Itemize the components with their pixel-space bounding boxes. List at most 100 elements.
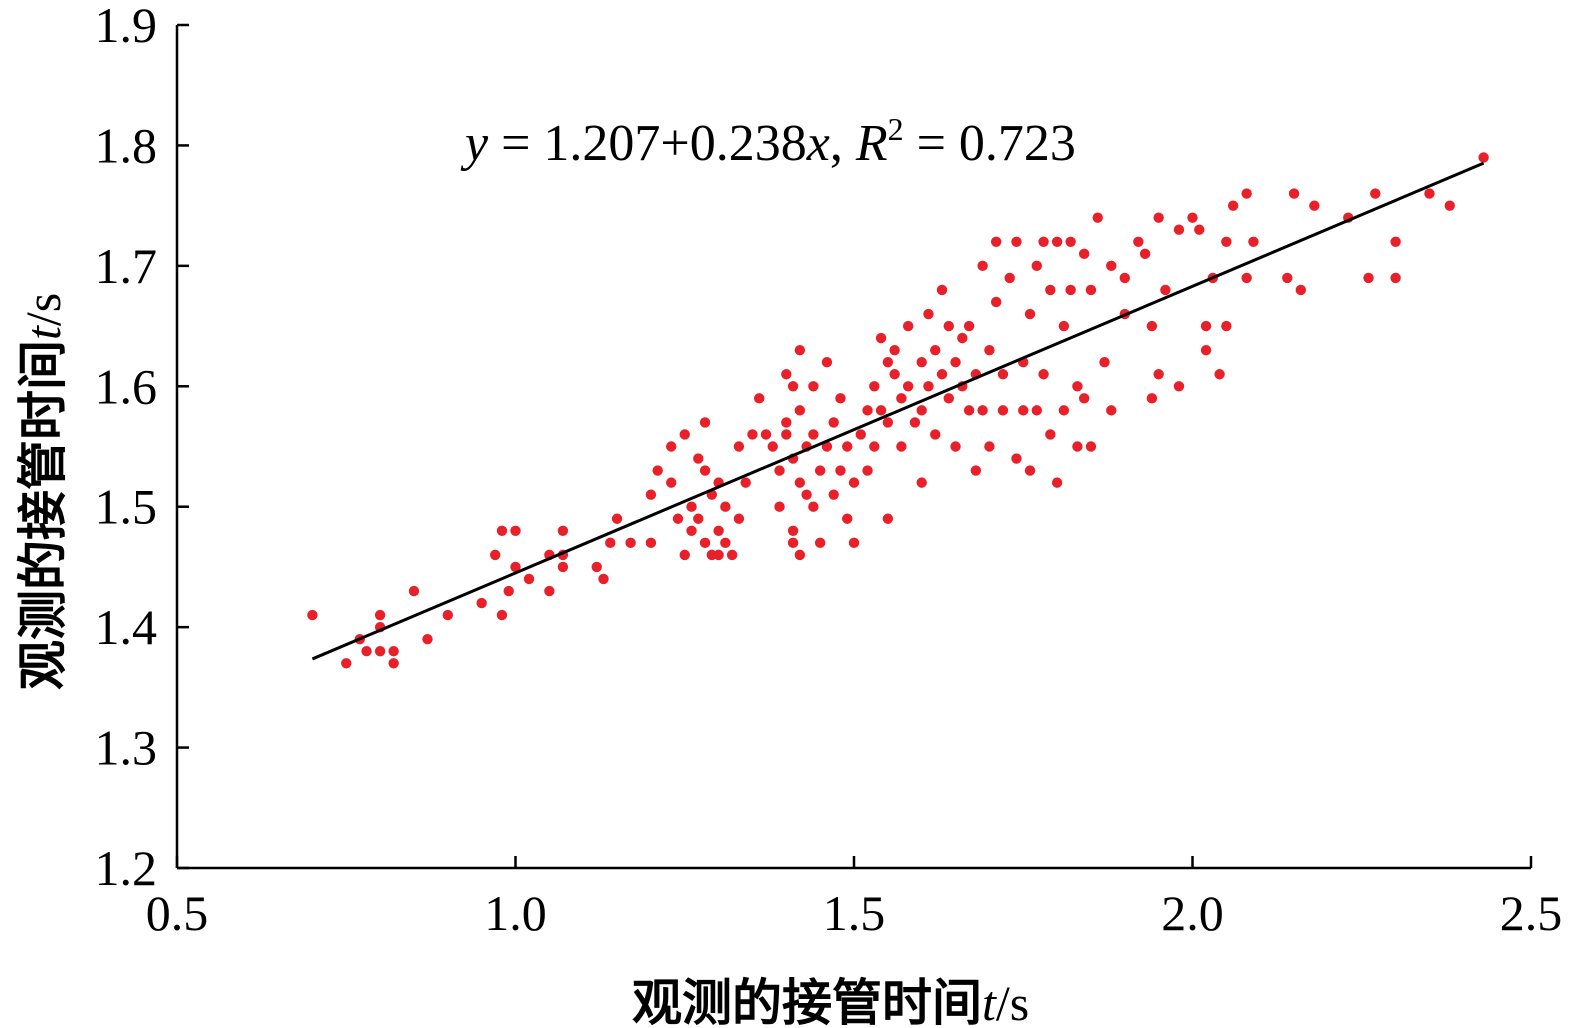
x-tick-label: 1.5: [823, 885, 886, 941]
regression-equation: y = 1.207+0.238x, R2 = 0.723: [460, 111, 1076, 172]
scatter-point: [882, 357, 894, 368]
scatter-point: [787, 525, 799, 536]
scatter-point: [1248, 236, 1259, 247]
scatter-point: [869, 441, 880, 452]
scatter-point: [774, 501, 785, 512]
scatter-point: [1024, 465, 1036, 476]
y-tick-label: 1.9: [95, 0, 158, 53]
scatter-point: [1072, 441, 1083, 452]
scatter-point: [1282, 272, 1293, 284]
scatter-point: [645, 489, 657, 500]
scatter-point: [767, 441, 778, 452]
scatter-point: [1241, 272, 1252, 284]
scatter-point: [1187, 212, 1198, 223]
scatter-point: [781, 429, 792, 440]
scatter-point: [1160, 284, 1171, 296]
x-tick-label: 2.0: [1161, 885, 1224, 941]
scatter-point: [902, 320, 914, 332]
scatter-point: [963, 320, 975, 332]
scatter-point: [970, 465, 982, 476]
scatter-point: [489, 549, 501, 561]
scatter-point: [835, 465, 846, 476]
scatter-point: [652, 465, 663, 476]
scatter-point: [591, 561, 602, 573]
scatter-point: [1018, 405, 1029, 416]
y-tick-label: 1.3: [95, 720, 158, 776]
scatter-point: [869, 381, 880, 392]
scatter-point: [598, 573, 609, 585]
x-tick-label: 0.5: [146, 885, 209, 941]
scatter-point: [1221, 320, 1232, 332]
scatter-point: [1106, 260, 1117, 272]
scatter-point: [1153, 212, 1164, 223]
scatter-point: [557, 525, 569, 536]
scatter-point: [374, 646, 386, 657]
scatter-point: [963, 405, 975, 416]
scatter-point: [726, 549, 738, 561]
scatter-point: [1031, 260, 1042, 272]
scatter-point: [1214, 369, 1225, 380]
scatter-point: [950, 441, 961, 452]
y-ticks: 1.2 1.3 1.4 1.5 1.6 1.7 1.8 1.9: [95, 0, 189, 896]
scatter-point: [943, 320, 954, 332]
scatter-point: [794, 405, 806, 416]
y-tick-label: 1.4: [95, 599, 158, 655]
scatter-point: [699, 417, 711, 428]
scatter-point: [997, 369, 1009, 380]
scatter-point: [733, 513, 745, 524]
scatter-point: [1065, 236, 1076, 247]
scatter-point: [686, 501, 697, 512]
scatter-point: [625, 537, 636, 549]
scatter-point: [896, 441, 907, 452]
scatter-point: [842, 441, 853, 452]
scatter-point: [902, 381, 914, 392]
scatter-point: [733, 441, 745, 452]
scatter-point: [1295, 284, 1307, 296]
scatter-point: [1092, 212, 1103, 223]
scatter-point: [1139, 248, 1151, 260]
scatter-point: [862, 405, 873, 416]
scatter-point: [855, 429, 866, 440]
scatter-point: [835, 393, 846, 404]
scatter-point: [1024, 308, 1036, 320]
scatter-point: [693, 513, 704, 524]
scatter-point: [1241, 188, 1252, 199]
scatter-point: [882, 417, 894, 428]
scatter-point: [496, 525, 508, 536]
scatter-point: [821, 441, 833, 452]
scatter-point: [1200, 344, 1212, 356]
scatter-point: [1038, 236, 1049, 247]
scatter-point: [408, 585, 420, 597]
scatter-point: [713, 549, 724, 561]
y-tick-label: 1.8: [95, 117, 158, 173]
scatter-point: [1444, 200, 1455, 211]
scatter-point: [740, 477, 751, 488]
scatter-point: [1004, 272, 1015, 284]
scatter-point: [388, 658, 399, 669]
scatter-point: [1309, 200, 1320, 211]
scatter-point: [882, 513, 894, 524]
scatter-point: [1085, 284, 1097, 296]
scatter-point: [1058, 320, 1070, 332]
scatter-point: [645, 537, 657, 549]
scatter-point: [1173, 381, 1185, 392]
scatter-point: [666, 441, 677, 452]
scatter-point: [1106, 405, 1117, 416]
scatter-point: [1146, 320, 1158, 332]
equation-sep: ,: [830, 115, 856, 172]
x-ticks: 0.5 1.0 1.5 2.0 2.5: [146, 856, 1562, 941]
y-tick-label: 1.2: [95, 840, 158, 896]
scatter-point: [720, 501, 731, 512]
scatter-point: [787, 381, 799, 392]
scatter-point: [476, 597, 487, 609]
scatter-point: [1045, 284, 1056, 296]
scatter-point: [875, 332, 887, 344]
scatter-point: [754, 393, 765, 404]
scatter-point: [909, 417, 921, 428]
scatter-point: [361, 646, 372, 657]
scatter-point: [957, 332, 968, 344]
scatter-point: [814, 537, 826, 549]
scatter-point: [828, 417, 839, 428]
equation-r-var: R: [855, 115, 888, 172]
